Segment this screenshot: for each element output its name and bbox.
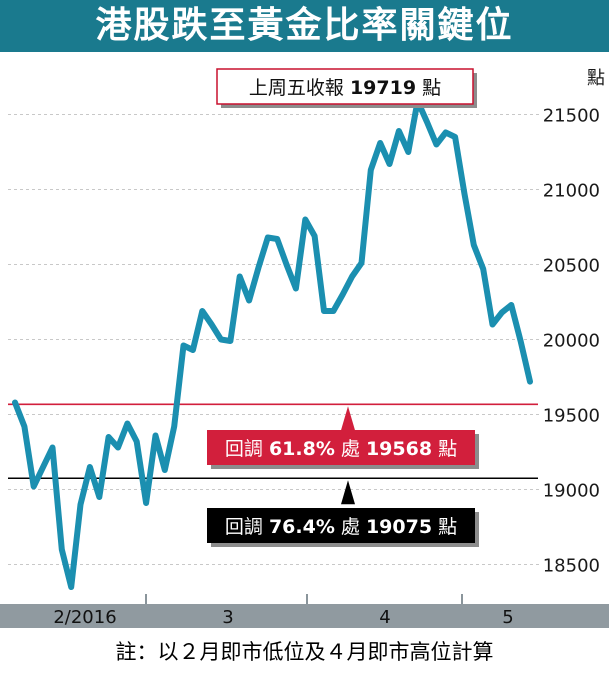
y-tick-label-18500: 18500 xyxy=(543,556,600,577)
close-box xyxy=(216,68,474,105)
fib618-label: 回調 61.8% 處 19568 點 xyxy=(225,438,457,460)
y-axis-label: 點 xyxy=(587,68,605,89)
fib618-box xyxy=(207,430,475,465)
x-month-label-1: 3 xyxy=(222,607,233,628)
close-value-label: 上周五收報 19719 點 xyxy=(249,77,441,99)
fib764-box xyxy=(207,508,475,543)
y-tick-label-19500: 19500 xyxy=(543,406,600,427)
grid-lines xyxy=(8,114,540,565)
y-tick-label-21000: 21000 xyxy=(543,181,600,202)
callouts: 上周五收報 19719 點回調 61.8% 處 19568 點回調 76.4% … xyxy=(207,68,479,547)
y-axis-ticks: 18500 19000 19500 20000 20500 21000 21500 xyxy=(543,106,600,577)
title-bar xyxy=(0,0,609,52)
x-axis-band-bg xyxy=(0,604,609,628)
fib764-label: 回調 76.4% 處 19075 點 xyxy=(225,516,457,538)
footnote: 註：以２月即市低位及４月即市高位計算 xyxy=(115,640,494,664)
x-month-label-3: 5 xyxy=(502,607,513,628)
y-tick-label-20500: 20500 xyxy=(543,256,600,277)
fib764-pointer xyxy=(341,480,355,505)
chart-title: 港股跌至黃金比率關鍵位 xyxy=(95,5,514,46)
series-line-hang-seng xyxy=(12,98,533,590)
y-tick-label-21500: 21500 xyxy=(543,106,600,127)
y-tick-label-19000: 19000 xyxy=(543,481,600,502)
line-chart: 18500 19000 19500 20000 20500 21000 21500 點 2/… xyxy=(0,68,609,628)
fib618-pointer xyxy=(341,406,355,431)
y-tick-label-20000: 20000 xyxy=(543,331,600,352)
x-month-label-0: 2/2016 xyxy=(53,607,116,628)
x-axis-band: 2/2016 3 4 5 xyxy=(0,594,609,628)
x-month-label-2: 4 xyxy=(379,607,390,628)
